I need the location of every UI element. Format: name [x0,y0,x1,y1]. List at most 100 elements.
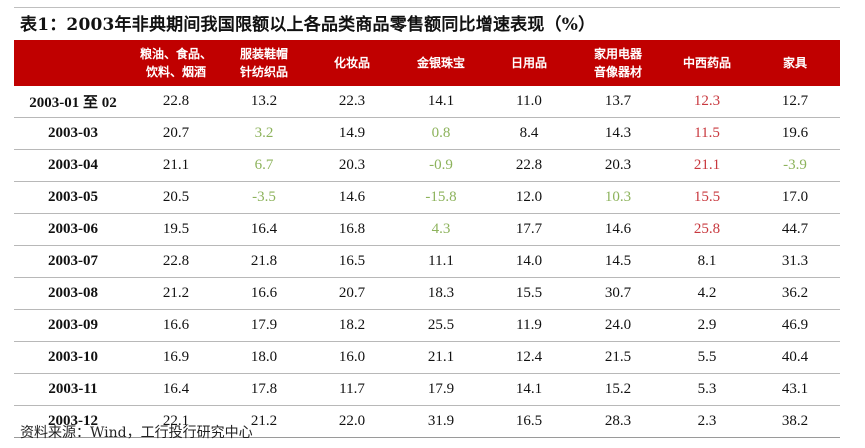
table-title: 表1：2003年非典期间我国限额以上各品类商品零售额同比增速表现（%） [20,15,596,35]
value-cell: 5.5 [664,341,750,374]
value-cell: 46.9 [750,309,840,342]
value-cell: -0.9 [396,149,486,182]
value-cell: 16.9 [132,341,220,374]
value-cell: 40.4 [750,341,840,374]
value-cell: 21.5 [572,341,664,374]
value-cell: 15.2 [572,373,664,406]
value-cell: -3.9 [750,149,840,182]
value-cell: 36.2 [750,277,840,310]
value-cell: 20.7 [308,277,396,310]
value-cell: 16.6 [220,277,308,310]
header-cell: 家用电器 音像器材 [572,40,664,86]
value-cell: 12.3 [664,86,750,118]
row-date: 2003-01 至 02 [14,86,132,118]
value-cell: 21.1 [132,149,220,182]
value-cell: 28.3 [572,405,664,438]
value-cell: 22.8 [486,149,572,182]
value-cell: 14.1 [396,86,486,118]
value-cell: 21.2 [132,277,220,310]
table-row: 2003-05 20.5 -3.5 14.6 -15.8 12.0 10.3 15.5 17.0 [14,181,840,214]
value-cell: 21.2 [220,405,308,438]
value-cell: 25.5 [396,309,486,342]
value-cell: 31.9 [396,405,486,438]
value-cell: 5.3 [664,373,750,406]
value-cell: 8.1 [664,245,750,278]
value-cell: 14.5 [572,245,664,278]
row-date: 2003-07 [14,245,132,278]
value-cell: 21.8 [220,245,308,278]
table-row: 2003-08 21.2 16.6 20.7 18.3 15.5 30.7 4.2 36.2 [14,277,840,310]
value-cell: 24.0 [572,309,664,342]
value-cell: 22.8 [132,86,220,118]
value-cell: 3.2 [220,117,308,150]
table-row: 2003-06 19.5 16.4 16.8 4.3 17.7 14.6 25.8 44.7 [14,213,840,246]
value-cell: -15.8 [396,181,486,214]
value-cell: 11.0 [486,86,572,118]
value-cell: 14.3 [572,117,664,150]
value-cell: 20.3 [308,149,396,182]
header-cell-corner [14,40,132,86]
row-date: 2003-04 [14,149,132,182]
header-cell: 粮油、食品、 饮料、烟酒 [132,40,220,86]
value-cell: 14.0 [486,245,572,278]
value-cell: 16.4 [132,373,220,406]
value-cell: 19.5 [132,213,220,246]
value-cell: 21.1 [664,149,750,182]
value-cell: 20.3 [572,149,664,182]
row-date: 2003-10 [14,341,132,374]
value-cell: 17.7 [486,213,572,246]
value-cell: 16.0 [308,341,396,374]
header-cell: 金银珠宝 [396,40,486,86]
header-cell: 化妆品 [308,40,396,86]
value-cell: 12.4 [486,341,572,374]
value-cell: 22.3 [308,86,396,118]
value-cell: 17.8 [220,373,308,406]
header-cell: 日用品 [486,40,572,86]
value-cell: 12.7 [750,86,840,118]
value-cell: 18.0 [220,341,308,374]
row-date: 2003-06 [14,213,132,246]
row-date: 2003-03 [14,117,132,150]
row-date: 2003-05 [14,181,132,214]
value-cell: 11.7 [308,373,396,406]
value-cell: 12.0 [486,181,572,214]
value-cell: 16.5 [486,405,572,438]
row-date: 2003-09 [14,309,132,342]
value-cell: 21.1 [396,341,486,374]
value-cell: 11.1 [396,245,486,278]
header-row: 粮油、食品、 饮料、烟酒 服装鞋帽 针纺织品 化妆品 金银珠宝 日用品 家用电器 音像… [14,40,840,86]
value-cell: 6.7 [220,149,308,182]
value-cell: 2.9 [664,309,750,342]
value-cell: 14.6 [572,213,664,246]
header-cell: 服装鞋帽 针纺织品 [220,40,308,86]
value-cell: 18.2 [308,309,396,342]
value-cell: 16.4 [220,213,308,246]
value-cell: 19.6 [750,117,840,150]
value-cell: 16.6 [132,309,220,342]
table-row: 2003-01 至 02 22.8 13.2 22.3 14.1 11.0 13.7 12.3… [14,86,840,118]
value-cell: 15.5 [486,277,572,310]
value-cell: 8.4 [486,117,572,150]
source-note: 资料来源：Wind，工行投行研究中心 [20,425,253,441]
value-cell: 22.8 [132,245,220,278]
value-cell: 13.2 [220,86,308,118]
value-cell: 2.3 [664,405,750,438]
row-date: 2003-12 [14,405,132,438]
value-cell: 17.9 [220,309,308,342]
table-row: 2003-10 16.9 18.0 16.0 21.1 12.4 21.5 5.5 40.4 [14,341,840,374]
value-cell: 14.6 [308,181,396,214]
value-cell: 17.9 [396,373,486,406]
value-cell: 14.9 [308,117,396,150]
value-cell: 14.1 [486,373,572,406]
value-cell: 43.1 [750,373,840,406]
table-row: 2003-11 16.4 17.8 11.7 17.9 14.1 15.2 5.3 43.1 [14,373,840,406]
value-cell: 16.8 [308,213,396,246]
value-cell: 11.5 [664,117,750,150]
value-cell: 4.2 [664,277,750,310]
value-cell: 38.2 [750,405,840,438]
top-rule [14,7,840,8]
table-row: 2003-07 22.8 21.8 16.5 11.1 14.0 14.5 8.1 31.3 [14,245,840,278]
value-cell: 20.5 [132,181,220,214]
table-row: 2003-03 20.7 3.2 14.9 0.8 8.4 14.3 11.5 19.6 [14,117,840,150]
